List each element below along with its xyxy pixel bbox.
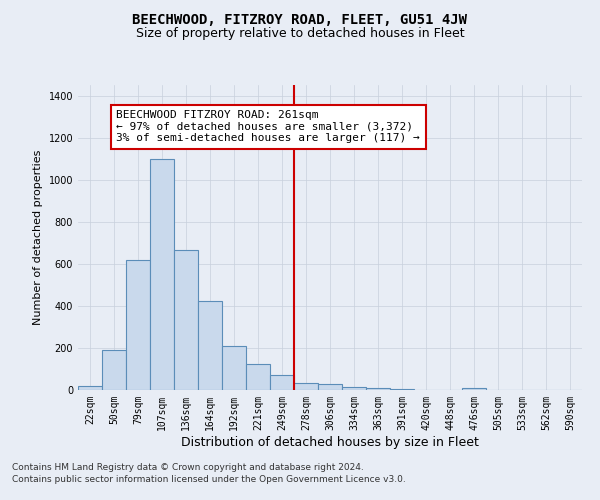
- Bar: [462, 388, 486, 390]
- Bar: [318, 384, 342, 390]
- Bar: [150, 158, 174, 390]
- Bar: [126, 260, 150, 390]
- Bar: [246, 364, 270, 390]
- Bar: [294, 382, 318, 390]
- Bar: [222, 346, 246, 390]
- Bar: [390, 389, 414, 390]
- Bar: [78, 386, 102, 390]
- Bar: [342, 387, 366, 390]
- Text: Contains HM Land Registry data © Crown copyright and database right 2024.: Contains HM Land Registry data © Crown c…: [12, 464, 364, 472]
- X-axis label: Distribution of detached houses by size in Fleet: Distribution of detached houses by size …: [181, 436, 479, 448]
- Bar: [270, 376, 294, 390]
- Text: Contains public sector information licensed under the Open Government Licence v3: Contains public sector information licen…: [12, 475, 406, 484]
- Bar: [366, 388, 390, 390]
- Text: BEECHWOOD, FITZROY ROAD, FLEET, GU51 4JW: BEECHWOOD, FITZROY ROAD, FLEET, GU51 4JW: [133, 12, 467, 26]
- Text: Size of property relative to detached houses in Fleet: Size of property relative to detached ho…: [136, 28, 464, 40]
- Bar: [102, 350, 126, 390]
- Text: BEECHWOOD FITZROY ROAD: 261sqm
← 97% of detached houses are smaller (3,372)
3% o: BEECHWOOD FITZROY ROAD: 261sqm ← 97% of …: [116, 110, 420, 144]
- Y-axis label: Number of detached properties: Number of detached properties: [33, 150, 43, 325]
- Bar: [198, 300, 222, 390]
- Bar: [174, 250, 198, 390]
